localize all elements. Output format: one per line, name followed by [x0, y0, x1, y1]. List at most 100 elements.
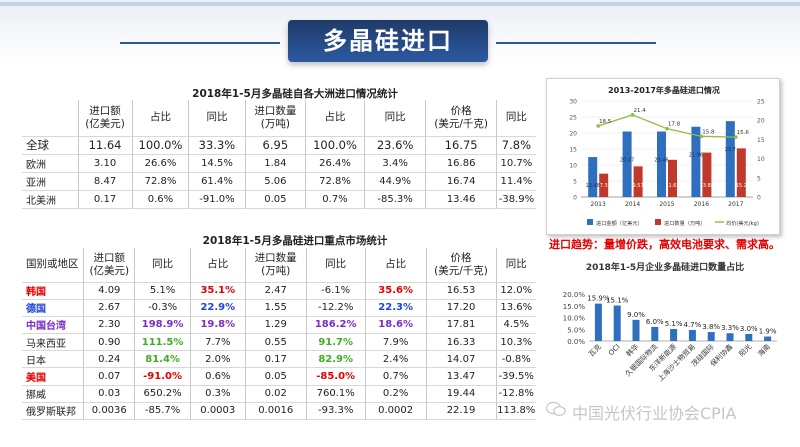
t2-cell: 186.2% [306, 316, 366, 334]
title-rule-left [120, 42, 280, 44]
t1-cell: 100.0% [132, 136, 190, 154]
x-tick-label: 2016 [694, 201, 709, 208]
y-tick-label: 10.0% [563, 315, 586, 323]
t1-cell: 10.7% [500, 157, 533, 169]
t1-cell: 3.10 [78, 154, 133, 172]
t2-row: 美国 0.07 -91.0% 0.6% 0.05 -85.0% 0.7% 13.47 -39.5… [22, 367, 536, 386]
value-label: 15.9% [587, 295, 610, 303]
value-label: 12.48 [586, 183, 600, 189]
y-left-tick-label: 30 [569, 99, 577, 106]
value-label: 21.4 [633, 108, 646, 114]
y-right-tick-label: 25 [757, 99, 765, 106]
t2-cell: 德国 [22, 299, 85, 317]
value-label: 23.7 [725, 147, 736, 153]
watermark: 中国光伏行业协会CPIA [572, 404, 737, 423]
y-tick-label: 0.0% [567, 338, 585, 346]
bar-import-quantity [736, 148, 746, 197]
y-left-tick-label: 15 [569, 147, 577, 154]
value-label: 20.46 [654, 158, 668, 164]
t1-row: 欧洲 3.10 26.6% 14.5% 1.84 26.4% 3.4% 16.86 10.7% [22, 154, 536, 172]
t1-header-cell: 同比 [364, 100, 427, 136]
t2-cell: 日本 [22, 350, 85, 368]
t2-cell: 12.0% [500, 285, 533, 297]
import-trend-chart: 2013-2017年多晶硅进口情况 0 5 10 15 20 25 30 0 5 10 15 20 25 1… [569, 85, 765, 227]
t2-header-cell: 价格 (美元/千克) [426, 248, 497, 282]
bar-import-value [588, 157, 598, 197]
t2-cell: 16.33 [426, 333, 497, 351]
t2-row: 日本 0.24 81.4% 2.0% 0.17 82.9% 2.4% 14.07 -0.8% [22, 350, 536, 368]
t1-cell: 26.6% [132, 154, 190, 172]
value-label: 9.0% [627, 311, 645, 319]
share-bar [764, 336, 772, 341]
t2-cell: 0.7% [365, 367, 427, 386]
y-tick-label: 5.0% [567, 326, 585, 334]
t1-cell: 14.5% [188, 154, 246, 172]
share-bar [688, 329, 696, 341]
t2-cell: 16.53 [426, 282, 497, 300]
price-point [630, 113, 635, 117]
x-tick-label: 海南 [756, 342, 772, 358]
t1-cell: 欧洲 [22, 154, 79, 172]
t1-header-cell [22, 100, 79, 136]
t2-cell: 91.7% [306, 333, 366, 351]
t1-row: 亚洲 8.47 72.8% 61.4% 5.06 72.8% 44.9% 16.74 11.4% [22, 172, 536, 190]
t2-cell: 7.7% [190, 333, 246, 351]
t2-cell: 0.55 [245, 333, 307, 351]
t2-cell: 760.1% [306, 385, 366, 403]
bar-import-quantity [633, 166, 643, 197]
value-label: 3.8% [702, 323, 720, 331]
t2-cell: 0.0003 [190, 402, 246, 420]
t2-cell: 18.6% [365, 316, 427, 334]
t2-cell: 13.47 [426, 367, 497, 386]
t2-cell: 13.6% [500, 302, 533, 314]
t2-cell: 0.6% [190, 367, 246, 386]
t1-cell: 8.47 [78, 172, 133, 190]
t2-cell: 俄罗斯联邦 [22, 402, 85, 420]
title-rule-right [496, 42, 656, 44]
t1-cell: 0.05 [245, 190, 307, 208]
value-label: 3.3% [721, 324, 739, 332]
value-label: 5.1% [665, 320, 683, 328]
t2-cell: 2.4% [365, 350, 427, 368]
x-tick-label: 2017 [728, 201, 743, 208]
t2-cell: -85.7% [134, 402, 191, 420]
t2-cell: 2.30 [83, 316, 136, 334]
value-label: 9.57 [633, 183, 644, 189]
t2-cell: 0.90 [83, 333, 136, 351]
value-label: 1.9% [759, 328, 777, 336]
value-label: 21.96 [689, 153, 703, 159]
t2-row: 俄罗斯联邦 0.0036 -85.7% 0.0003 0.0016 -93.3% 0.000… [22, 402, 536, 420]
t2-cell: 35.6% [365, 282, 427, 300]
t1-header-row: 进口额 (亿美元) 占比 同比 进口数量 (万吨) 占比 同比 价格 (美元/千克) 同比 [22, 100, 536, 136]
legend-label: 进口数量（万吨） [664, 219, 706, 227]
legend-label: 进口金额（亿美元） [596, 219, 643, 227]
t2-cell: 0.0016 [245, 402, 307, 420]
company-share-chart: 2018年1-5月企业多晶硅进口数量占比 0.0% 5.0% 10.0% 15.0% 20… [563, 261, 777, 383]
t2-cell: 5.1% [134, 282, 191, 300]
value-label: 3.0% [740, 325, 758, 333]
t1-cell: 26.4% [305, 154, 365, 172]
t1-cell: 0.6% [132, 190, 190, 208]
t2-cell: 韩国 [22, 282, 85, 300]
t2-cell: -85.0% [306, 367, 366, 386]
t2-cell: -0.8% [501, 353, 531, 365]
x-tick-label: 2015 [659, 201, 674, 208]
t2-cell: 0.02 [245, 385, 307, 403]
value-label: 20.47 [620, 157, 634, 163]
t2-cell: -6.1% [306, 282, 366, 300]
t2-cell: 0.17 [245, 350, 307, 368]
t2-cell: 2.0% [190, 350, 246, 368]
t2-cell: 0.0002 [365, 402, 427, 420]
bar-import-value [691, 126, 701, 197]
t1-header-cell: 同比 [505, 111, 527, 124]
t2-header-cell: 进口数量 (万吨) [245, 248, 307, 282]
t1-cell: 0.17 [78, 190, 133, 208]
t1-cell: 0.7% [305, 190, 365, 208]
t2-cell: 19.44 [426, 385, 497, 403]
t2-cell: 1.29 [245, 316, 307, 334]
table2-caption: 2018年1-5月多晶硅进口重点市场统计 [202, 235, 388, 247]
t2-cell: 0.3% [190, 385, 246, 403]
x-tick-label: OCI [607, 343, 621, 357]
t2-cell: 10.3% [500, 336, 533, 348]
t2-cell: 0.0036 [83, 402, 136, 420]
